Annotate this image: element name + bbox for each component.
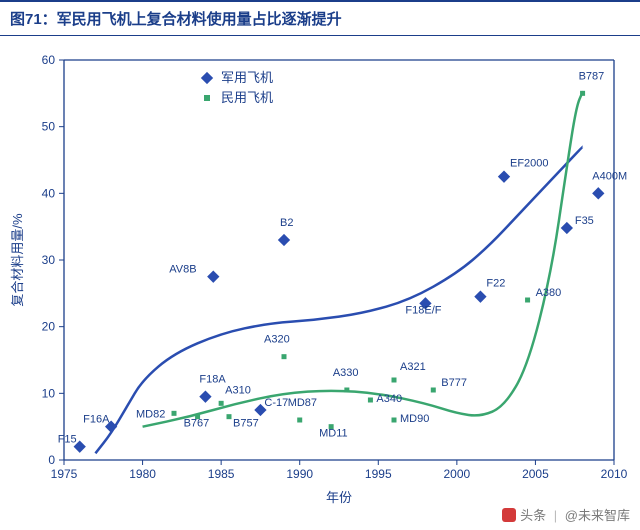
military-point: [474, 291, 486, 303]
point-label: B767: [184, 418, 210, 430]
svg-text:2000: 2000: [444, 467, 471, 481]
point-label: F16A: [83, 414, 110, 426]
chart-container: 0 10 20 30 40 50 60 1975 1980 1985 1990 1995 2000 200…: [0, 34, 640, 514]
military-point: [592, 187, 604, 199]
civil-point: [525, 298, 530, 303]
civil-point: [282, 354, 287, 359]
point-label: A320: [264, 334, 290, 346]
military-point: [498, 171, 510, 183]
point-label: F15: [58, 434, 77, 446]
point-label: F18E/F: [405, 304, 441, 316]
civil-point: [368, 398, 373, 403]
point-label: F18A: [199, 374, 226, 386]
svg-text:复合材料用量/%: 复合材料用量/%: [10, 213, 25, 307]
civil-point: [172, 411, 177, 416]
point-label: C-17: [264, 397, 288, 409]
svg-text:30: 30: [42, 253, 56, 267]
civil-point: [219, 401, 224, 406]
military_trend-curve: [95, 147, 582, 454]
civil-point: [297, 418, 302, 423]
civil-point: [227, 414, 232, 419]
legend-label: 民用飞机: [221, 90, 273, 105]
civil-point: [580, 91, 585, 96]
svg-text:2005: 2005: [522, 467, 549, 481]
point-label: B787: [579, 70, 605, 82]
point-label: A380: [536, 287, 562, 299]
svg-text:40: 40: [42, 186, 56, 200]
chart-header: 图71：军民用飞机上复合材料使用量占比逐渐提升: [0, 0, 640, 36]
chart-svg: 0 10 20 30 40 50 60 1975 1980 1985 1990 1995 2000 200…: [0, 34, 640, 514]
military-point: [199, 391, 211, 403]
point-label: MD11: [319, 428, 348, 440]
svg-text:1985: 1985: [208, 467, 235, 481]
point-label: A400M: [592, 170, 627, 182]
svg-text:20: 20: [42, 320, 56, 334]
point-label: F35: [575, 215, 594, 227]
svg-text:1995: 1995: [365, 467, 392, 481]
civil-point: [392, 418, 397, 423]
source-logo-icon: [502, 508, 516, 522]
point-label: A310: [225, 384, 251, 396]
point-label: EF2000: [510, 158, 549, 170]
svg-text:1975: 1975: [51, 467, 78, 481]
point-label: MD90: [400, 413, 429, 425]
military-point: [561, 222, 573, 234]
svg-text:0: 0: [48, 453, 55, 467]
civil-point: [431, 388, 436, 393]
point-label: MD87: [288, 397, 317, 409]
point-label: AV8B: [169, 264, 196, 276]
point-label: A321: [400, 361, 426, 373]
svg-text:60: 60: [42, 53, 56, 67]
chart-title: 图71：军民用飞机上复合材料使用量占比逐渐提升: [10, 11, 342, 28]
svg-text:2010: 2010: [601, 467, 628, 481]
legend-marker-icon: [201, 72, 213, 84]
point-label: B2: [280, 217, 293, 229]
point-label: F22: [486, 278, 505, 290]
point-label: A340: [376, 393, 402, 405]
military-point: [278, 234, 290, 246]
point-label: MD82: [136, 408, 165, 420]
civil-point: [392, 378, 397, 383]
watermark-sep: |: [554, 508, 557, 523]
legend-marker-icon: [204, 95, 210, 101]
civil-point: [344, 388, 349, 393]
point-label: B777: [441, 377, 467, 389]
point-label: A330: [333, 367, 359, 379]
svg-text:10: 10: [42, 386, 56, 400]
military-point: [207, 271, 219, 283]
svg-text:50: 50: [42, 120, 56, 134]
watermark-author: @未来智库: [565, 508, 630, 523]
watermark: 头条 | @未来智库: [502, 505, 630, 524]
point-label: B757: [233, 418, 259, 430]
svg-text:年份: 年份: [326, 490, 352, 505]
svg-text:1990: 1990: [286, 467, 313, 481]
svg-text:1980: 1980: [129, 467, 156, 481]
watermark-source: 头条: [520, 508, 546, 523]
legend-label: 军用飞机: [221, 70, 273, 85]
